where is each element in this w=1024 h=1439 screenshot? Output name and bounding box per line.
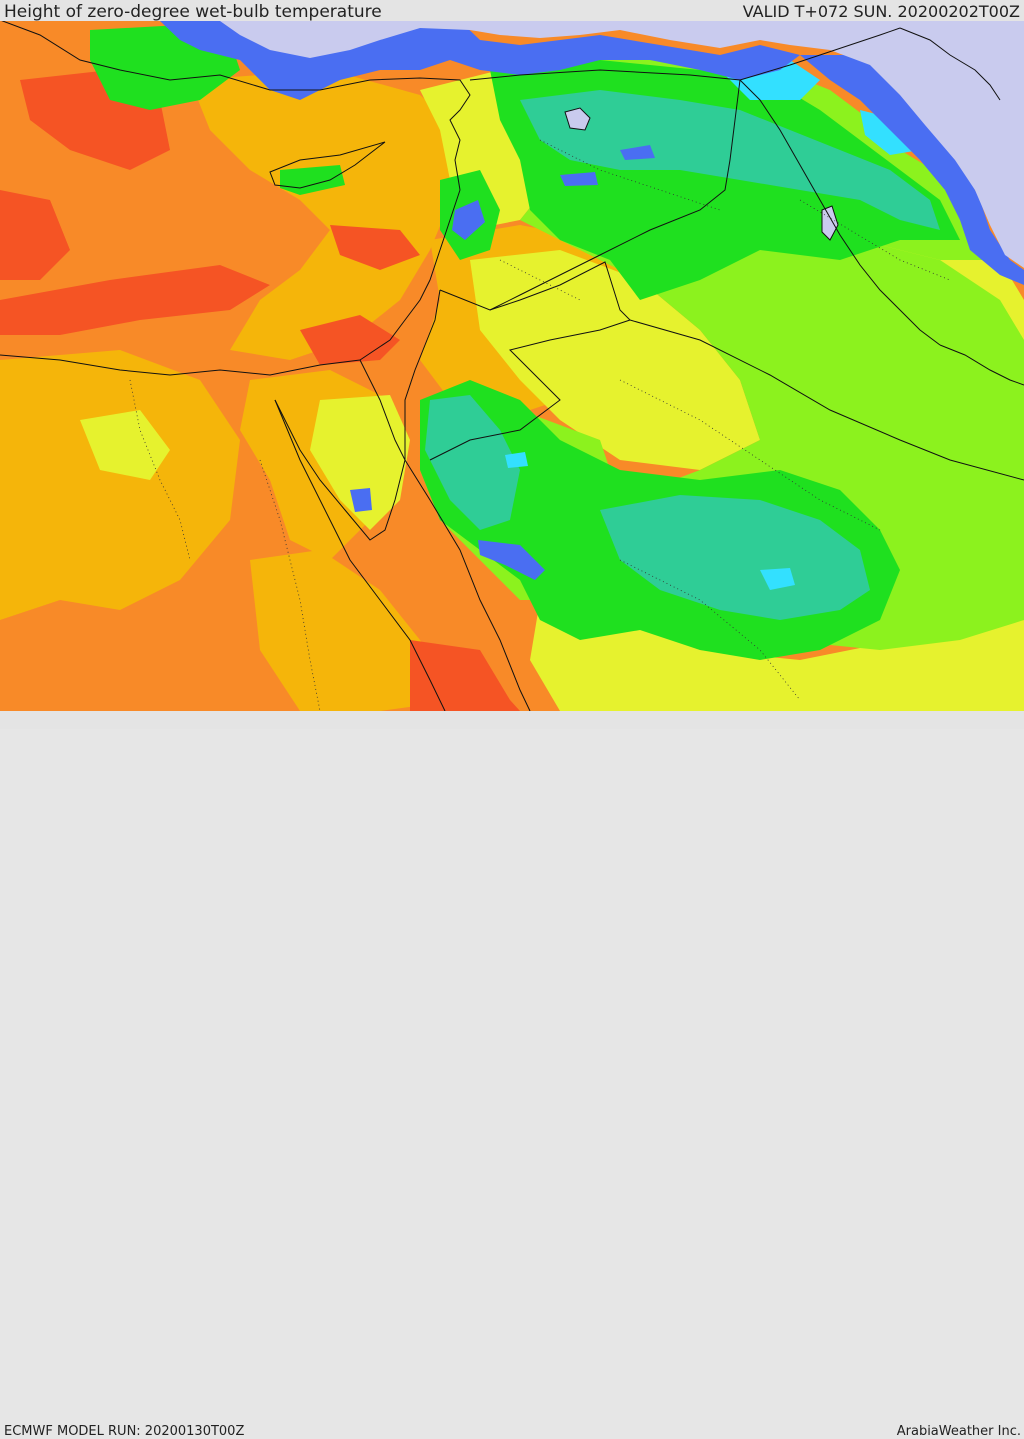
field-blue-spot-3 bbox=[452, 200, 485, 240]
field-lavender-north bbox=[220, 21, 1024, 268]
province-line-6 bbox=[619, 559, 801, 701]
cyprus-outline bbox=[269, 141, 386, 189]
field-blue-spot-2 bbox=[350, 488, 372, 512]
field-yellow-southeast bbox=[530, 600, 1024, 711]
field-blue-spot-5 bbox=[620, 145, 655, 160]
coast-sinai bbox=[274, 359, 406, 541]
coast-egypt-north bbox=[0, 354, 361, 376]
coast-redsea-east bbox=[404, 459, 531, 711]
map-title: Height of zero-degree wet-bulb temperatu… bbox=[4, 2, 382, 22]
field-yellow-center bbox=[470, 250, 760, 470]
model-run: ECMWF MODEL RUN: 20200130T00Z bbox=[4, 1424, 245, 1439]
coast-gulf bbox=[939, 344, 1024, 386]
field-amber-south bbox=[250, 550, 460, 711]
coast-levant bbox=[359, 189, 461, 361]
field-amber-turkey bbox=[190, 70, 460, 360]
border-jordan bbox=[429, 261, 631, 461]
weather-map bbox=[0, 21, 1024, 711]
border-syria-iraq bbox=[469, 69, 741, 311]
lake-van bbox=[564, 107, 591, 131]
field-teal-west bbox=[425, 395, 520, 530]
field-amber-egypt bbox=[0, 350, 240, 620]
field-cyan-1 bbox=[760, 568, 795, 590]
header-bar: Height of zero-degree wet-bulb temperatu… bbox=[0, 0, 1024, 21]
field-cyan-2 bbox=[505, 452, 528, 468]
field-red-6 bbox=[410, 640, 520, 711]
border-israel bbox=[404, 289, 441, 460]
border-iraq-iran bbox=[739, 79, 941, 346]
credit-label: ArabiaWeather Inc. bbox=[896, 1424, 1021, 1439]
field-blue-spot-1 bbox=[478, 540, 545, 580]
field-red-3 bbox=[0, 265, 270, 335]
border-iran-turkey bbox=[739, 27, 901, 81]
province-borders bbox=[129, 139, 951, 711]
field-teal-south bbox=[600, 495, 870, 620]
province-line-3 bbox=[619, 379, 881, 531]
border-saudi-iraq bbox=[629, 319, 1024, 481]
coast-redsea-west bbox=[274, 399, 446, 711]
coast-turkey-south bbox=[1, 21, 471, 191]
coast-caspian bbox=[899, 27, 1001, 101]
field-blue-east bbox=[800, 55, 1024, 285]
field-yellow-egypt bbox=[80, 410, 170, 480]
field-red-4 bbox=[300, 315, 400, 365]
province-line-1 bbox=[129, 379, 191, 561]
footer-bar: ECMWF MODEL RUN: 20200130T00Z ArabiaWeat… bbox=[0, 711, 1024, 1439]
country-borders bbox=[0, 21, 1024, 711]
field-red-2 bbox=[0, 190, 70, 280]
field-red-5 bbox=[330, 225, 420, 270]
valid-time: VALID T+072 SUN. 20200202T00Z bbox=[742, 2, 1020, 21]
province-line-7 bbox=[499, 259, 581, 301]
lake-urmia bbox=[821, 205, 839, 241]
field-blue-spot-4 bbox=[560, 172, 598, 186]
field-yellow-sinai bbox=[310, 395, 410, 530]
